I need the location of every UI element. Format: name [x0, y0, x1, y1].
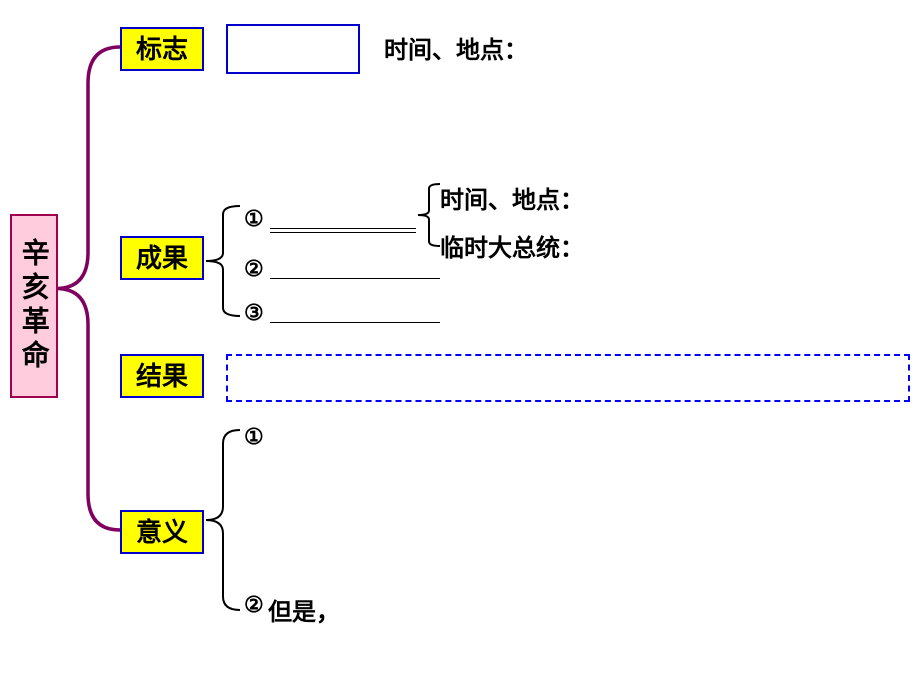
- branch-meaning: 意义: [120, 510, 204, 554]
- label-president: 临时大总统：: [440, 228, 584, 263]
- dashed-box-outcome: [226, 354, 910, 402]
- branch-outcome: 结果: [120, 354, 204, 398]
- blank-box-marker: [226, 24, 360, 74]
- underline-3: [270, 322, 440, 323]
- meaning-num-2: ②: [244, 592, 264, 618]
- branch-result-label: 成果: [136, 243, 188, 273]
- underline-2: [270, 278, 440, 279]
- branch-marker: 标志: [120, 27, 204, 71]
- num-2: ②: [244, 256, 264, 282]
- branch-outcome-label: 结果: [136, 361, 188, 391]
- root-label: 辛亥革命: [17, 238, 51, 374]
- num-1: ①: [244, 206, 264, 232]
- label-time-place-mid: 时间、地点：: [440, 180, 584, 215]
- label-but: 但是，: [268, 592, 340, 627]
- connector-svg: [0, 0, 920, 690]
- underline-1: [270, 228, 416, 233]
- root-node: 辛亥革命: [10, 214, 58, 398]
- branch-meaning-label: 意义: [136, 517, 188, 547]
- branch-marker-label: 标志: [136, 34, 188, 64]
- num-3: ③: [244, 300, 264, 326]
- meaning-num-1: ①: [244, 424, 264, 450]
- branch-result: 成果: [120, 236, 204, 280]
- label-time-place-top: 时间、地点：: [384, 30, 528, 65]
